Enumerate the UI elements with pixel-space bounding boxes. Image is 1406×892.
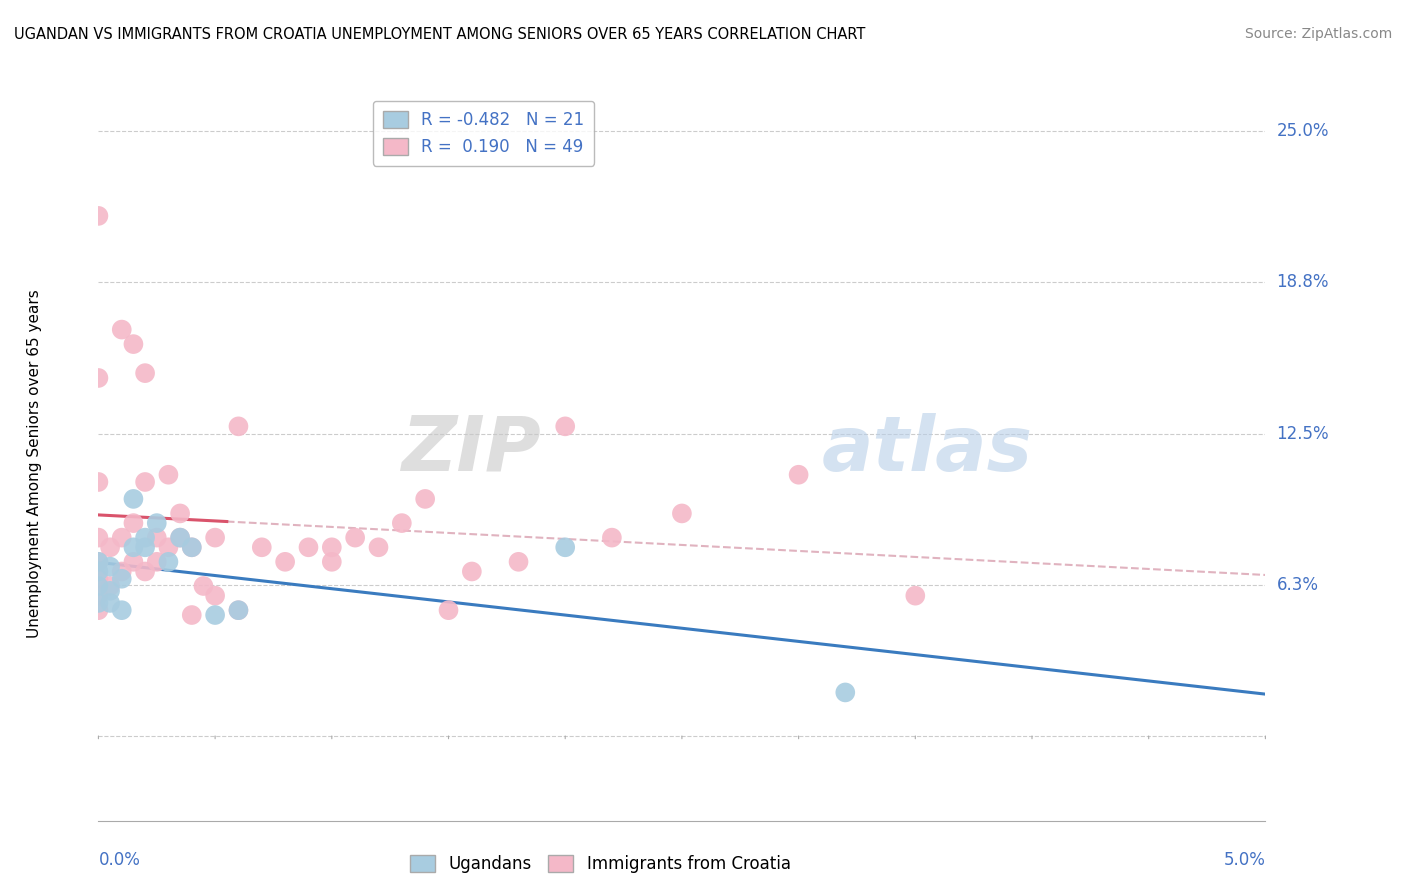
Point <box>87 579 110 593</box>
Point <box>134 475 156 489</box>
Point <box>111 565 134 579</box>
Point <box>87 596 110 610</box>
Point <box>204 589 226 603</box>
Point <box>321 541 343 555</box>
Point <box>98 541 121 555</box>
Point <box>87 475 110 489</box>
Point <box>87 371 110 385</box>
Point <box>157 555 180 569</box>
Point <box>98 596 121 610</box>
Point <box>122 491 145 506</box>
Point <box>461 565 484 579</box>
Point <box>193 579 215 593</box>
Point <box>367 541 389 555</box>
Point <box>122 555 145 569</box>
Point <box>413 491 436 506</box>
Point <box>834 685 856 699</box>
Point <box>169 531 191 545</box>
Point <box>180 541 202 555</box>
Point <box>344 531 367 545</box>
Text: 18.8%: 18.8% <box>1277 274 1329 292</box>
Point <box>250 541 273 555</box>
Point <box>391 516 413 530</box>
Point <box>297 541 319 555</box>
Legend: Ugandans, Immigrants from Croatia: Ugandans, Immigrants from Croatia <box>404 848 797 880</box>
Point <box>98 583 121 598</box>
Point <box>169 531 191 545</box>
Text: 12.5%: 12.5% <box>1277 425 1329 442</box>
Point <box>204 607 226 622</box>
Point <box>111 572 134 586</box>
Text: Unemployment Among Seniors over 65 years: Unemployment Among Seniors over 65 years <box>27 290 42 638</box>
Point <box>87 603 110 617</box>
Point <box>87 555 110 569</box>
Point <box>180 607 202 622</box>
Point <box>122 337 145 351</box>
Point <box>146 555 169 569</box>
Point <box>437 603 460 617</box>
Point <box>134 531 156 545</box>
Point <box>904 589 927 603</box>
Point <box>87 589 110 603</box>
Point <box>87 565 110 579</box>
Text: atlas: atlas <box>823 413 1033 486</box>
Point <box>111 531 134 545</box>
Point <box>146 516 169 530</box>
Point <box>111 322 134 336</box>
Text: 6.3%: 6.3% <box>1277 576 1319 594</box>
Point <box>508 555 530 569</box>
Text: Source: ZipAtlas.com: Source: ZipAtlas.com <box>1244 27 1392 41</box>
Point <box>157 467 180 482</box>
Point <box>134 541 156 555</box>
Text: UGANDAN VS IMMIGRANTS FROM CROATIA UNEMPLOYMENT AMONG SENIORS OVER 65 YEARS CORR: UGANDAN VS IMMIGRANTS FROM CROATIA UNEMP… <box>14 27 866 42</box>
Point <box>321 555 343 569</box>
Point <box>274 555 297 569</box>
Point <box>146 531 169 545</box>
Point <box>87 209 110 223</box>
Point <box>87 531 110 545</box>
Text: ZIP: ZIP <box>402 413 541 486</box>
Point <box>122 516 145 530</box>
Point <box>87 555 110 569</box>
Point <box>671 507 693 521</box>
Point <box>169 507 191 521</box>
Point <box>228 603 250 617</box>
Point <box>122 541 145 555</box>
Point <box>87 572 110 586</box>
Text: 25.0%: 25.0% <box>1277 122 1329 140</box>
Text: 0.0%: 0.0% <box>98 851 141 869</box>
Text: 5.0%: 5.0% <box>1223 851 1265 869</box>
Point <box>228 419 250 434</box>
Point <box>554 419 576 434</box>
Point <box>98 559 121 574</box>
Point <box>134 565 156 579</box>
Point <box>228 603 250 617</box>
Point <box>111 603 134 617</box>
Point <box>98 579 121 593</box>
Point <box>134 366 156 380</box>
Point <box>554 541 576 555</box>
Point <box>787 467 810 482</box>
Point <box>600 531 623 545</box>
Point <box>157 541 180 555</box>
Point <box>180 541 202 555</box>
Point <box>204 531 226 545</box>
